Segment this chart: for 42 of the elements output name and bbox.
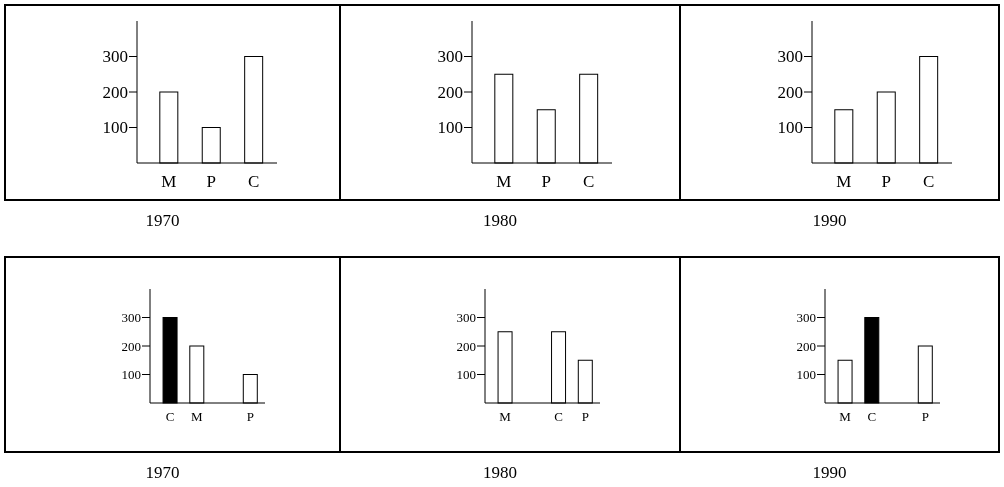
text: 1980 xyxy=(483,211,517,230)
y-tick-label: 200 xyxy=(121,338,141,354)
y-tick-label: 100 xyxy=(102,118,128,138)
y-tick-label: 200 xyxy=(102,82,128,102)
text: 1980 xyxy=(483,463,517,482)
x-tick-label: C xyxy=(867,409,877,424)
y-tick-label: 300 xyxy=(102,47,128,67)
x-tick-label: C xyxy=(582,172,595,191)
y-tick-label: 100 xyxy=(437,118,463,138)
y-tick-label: 300 xyxy=(437,47,463,67)
y-tick-label: 100 xyxy=(456,367,476,383)
y-tick-label: 100 xyxy=(796,367,816,383)
y-tick-label: 300 xyxy=(777,47,803,67)
x-tick-label: P xyxy=(541,172,551,191)
text: 1990 xyxy=(812,463,847,482)
x-tick-label: C xyxy=(165,409,175,424)
x-tick-label: P xyxy=(246,409,254,424)
x-tick-label: M xyxy=(836,172,852,191)
y-tick-label: 300 xyxy=(796,310,816,326)
y-tick-label: 200 xyxy=(796,338,816,354)
y-tick-label: 200 xyxy=(777,82,803,102)
x-tick-label: P xyxy=(881,172,891,191)
y-tick-label: 200 xyxy=(437,82,463,102)
y-tick-label: 100 xyxy=(121,367,141,383)
x-tick-label: M xyxy=(499,409,512,424)
x-tick-label: C xyxy=(247,172,260,191)
x-tick-label: P xyxy=(921,409,929,424)
x-tick-label: M xyxy=(161,172,177,191)
y-tick-label: 300 xyxy=(456,310,476,326)
x-tick-label: P xyxy=(581,409,589,424)
y-tick-label: 100 xyxy=(777,118,803,138)
x-tick-label: C xyxy=(554,409,563,424)
x-tick-label: M xyxy=(191,409,204,424)
text: 1970 xyxy=(145,211,180,230)
y-tick-label: 200 xyxy=(456,338,476,354)
text: 1970 xyxy=(145,463,180,482)
x-tick-label: M xyxy=(496,172,512,191)
x-tick-label: P xyxy=(206,172,216,191)
x-tick-label: C xyxy=(922,172,935,191)
text: 1990 xyxy=(812,211,847,230)
y-tick-label: 300 xyxy=(121,310,141,326)
x-tick-label: M xyxy=(839,409,852,424)
